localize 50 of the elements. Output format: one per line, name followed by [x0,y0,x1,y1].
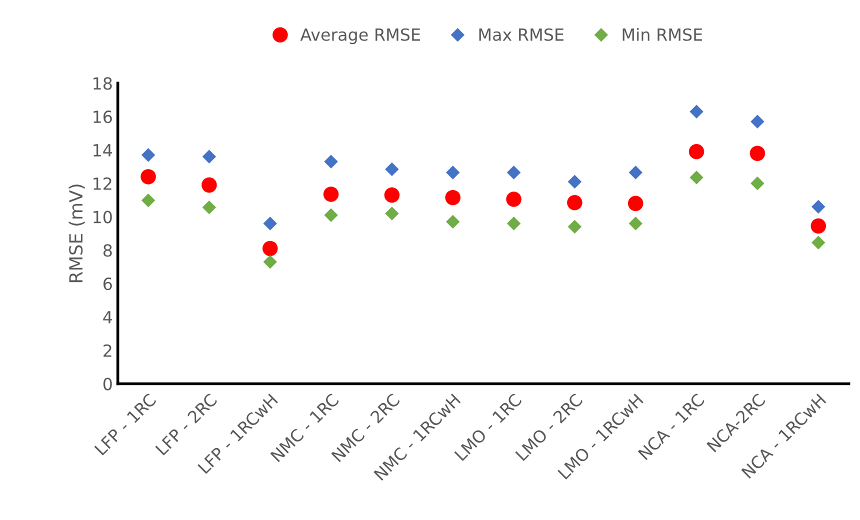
point [628,196,644,212]
point [506,166,521,180]
point [140,169,156,184]
point [811,236,826,250]
point [385,206,399,220]
point [690,104,704,118]
point [324,208,338,222]
point [446,214,460,229]
point [445,190,460,206]
legend-label: Max RMSE [479,28,564,41]
point [506,216,521,230]
point [262,240,278,256]
point [202,200,216,214]
point [750,114,764,128]
point [567,194,582,210]
y-tick-label: 14 [94,144,112,156]
y-tick-label: 8 [103,244,112,257]
point [688,144,704,160]
point [506,192,522,207]
y-tick-label: 4 [103,311,112,324]
y-axis-title: RMSE (mV) [68,184,85,282]
point [690,170,704,184]
y-tick-label: 0 [103,378,112,390]
point [202,150,216,164]
point [263,216,277,230]
point [384,187,400,203]
y-tick-label: 18 [94,77,112,90]
point [750,176,764,190]
point [568,220,582,234]
y-tick-label: 12 [94,177,112,190]
point [750,146,766,161]
point [141,148,156,162]
y-tick-label: 6 [104,278,112,290]
point [324,154,338,169]
point [628,166,642,180]
point [568,174,582,189]
point [141,194,156,208]
point [628,216,642,230]
point [202,177,217,193]
y-tick-label: 2 [104,344,112,357]
point [263,254,277,269]
point [811,200,826,214]
y-tick-label: 16 [94,110,112,124]
point [446,166,460,180]
point [323,186,339,202]
point [810,218,826,234]
legend-label: Min RMSE [622,28,702,41]
y-tick-label: 10 [94,210,112,224]
point [385,162,399,176]
legend-label: Average RMSE [300,28,420,44]
